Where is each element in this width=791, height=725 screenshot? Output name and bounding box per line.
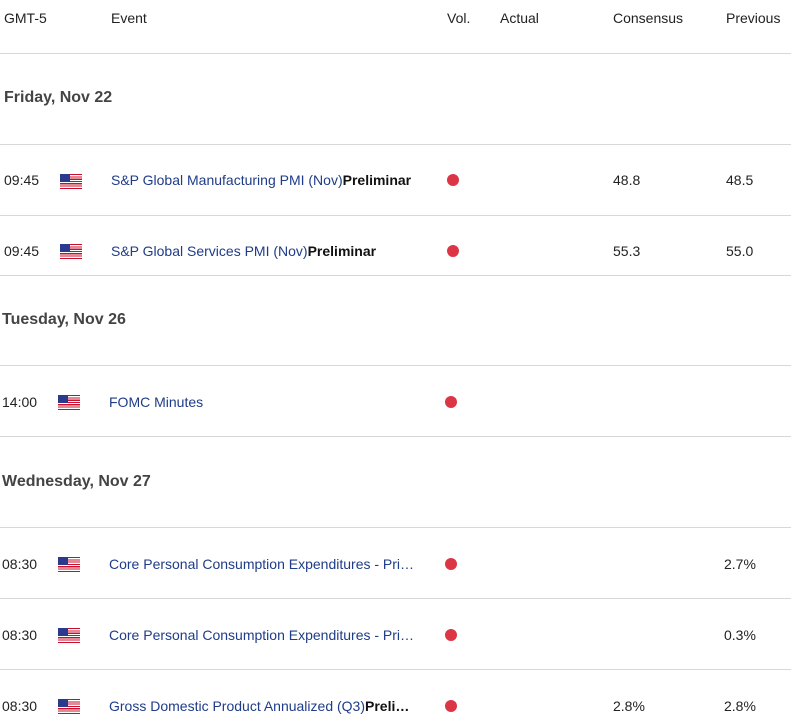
day-label: Wednesday, Nov 27 [2, 473, 151, 490]
previous-value: 48.5 [726, 172, 754, 188]
event-row[interactable]: 08:30 Core Personal Consumption Expendit… [0, 599, 791, 670]
event-row[interactable]: 09:45 S&P Global Manufacturing PMI (Nov)… [0, 145, 791, 216]
consensus-value: 55.3 [613, 243, 641, 259]
event-name-link[interactable]: S&P Global Manufacturing PMI (Nov)Prelim… [111, 172, 411, 188]
event-name-suffix: Preliminar [307, 243, 377, 259]
high-volatility-icon [447, 245, 459, 257]
event-name: FOMC Minutes [109, 394, 204, 410]
event-row[interactable]: 08:30 Gross Domestic Product Annualized … [0, 670, 791, 725]
event-time: 08:30 [2, 698, 38, 714]
event-row[interactable]: 14:00 FOMC Minutes [0, 366, 791, 437]
high-volatility-icon [445, 558, 457, 570]
event-name-link[interactable]: FOMC Minutes [109, 394, 203, 410]
us-flag-icon [58, 628, 80, 643]
timezone-header[interactable]: GMT-5 [4, 10, 47, 26]
event-row[interactable]: 09:45 S&P Global Services PMI (Nov)Preli… [0, 216, 791, 276]
event-row[interactable]: 08:30 Core Personal Consumption Expendit… [0, 528, 791, 599]
high-volatility-icon [445, 396, 457, 408]
event-name-link[interactable]: Gross Domestic Product Annualized (Q3)Pr… [109, 698, 409, 714]
event-name: Core Personal Consumption Expenditures -… [109, 556, 415, 572]
volatility-column-header: Vol. [447, 10, 471, 26]
previous-value: 55.0 [726, 243, 754, 259]
day-header: Tuesday, Nov 26 [0, 276, 791, 366]
us-flag-icon [60, 244, 82, 259]
consensus-value: 2.8% [613, 698, 645, 714]
actual-column-header: Actual [500, 10, 539, 26]
us-flag-icon [58, 395, 80, 410]
event-name-link[interactable]: Core Personal Consumption Expenditures -… [109, 556, 414, 572]
event-name: Core Personal Consumption Expenditures -… [109, 627, 415, 643]
high-volatility-icon [445, 629, 457, 641]
day-label: Friday, Nov 22 [4, 89, 113, 106]
event-name-link[interactable]: S&P Global Services PMI (Nov)Preliminar [111, 243, 376, 259]
previous-value: 2.8% [724, 698, 756, 714]
day-label: Tuesday, Nov 26 [2, 311, 126, 328]
event-time: 08:30 [2, 556, 38, 572]
day-header: Wednesday, Nov 27 [0, 437, 791, 528]
event-name: S&P Global Manufacturing PMI (Nov) [111, 172, 343, 188]
consensus-column-header: Consensus [613, 10, 684, 26]
event-column-header: Event [111, 10, 147, 26]
high-volatility-icon [447, 174, 459, 186]
event-time: 09:45 [4, 243, 40, 259]
event-time: 08:30 [2, 627, 38, 643]
previous-column-header: Previous [726, 10, 781, 26]
us-flag-icon [58, 557, 80, 572]
event-time: 09:45 [4, 172, 40, 188]
event-name-suffix: Preli… [365, 698, 410, 714]
previous-value: 0.3% [724, 627, 756, 643]
event-name: Gross Domestic Product Annualized (Q3) [109, 698, 365, 714]
day-header: Friday, Nov 22 [0, 54, 791, 145]
event-name-link[interactable]: Core Personal Consumption Expenditures -… [109, 627, 414, 643]
us-flag-icon [58, 699, 80, 714]
event-time: 14:00 [2, 394, 38, 410]
consensus-value: 48.8 [613, 172, 641, 188]
event-name-suffix: Preliminar [342, 172, 412, 188]
previous-value: 2.7% [724, 556, 756, 572]
event-name: S&P Global Services PMI (Nov) [111, 243, 308, 259]
high-volatility-icon [445, 700, 457, 712]
us-flag-icon [60, 174, 82, 189]
table-header: GMT-5 Event Vol. Actual Consensus Previo… [0, 0, 791, 54]
